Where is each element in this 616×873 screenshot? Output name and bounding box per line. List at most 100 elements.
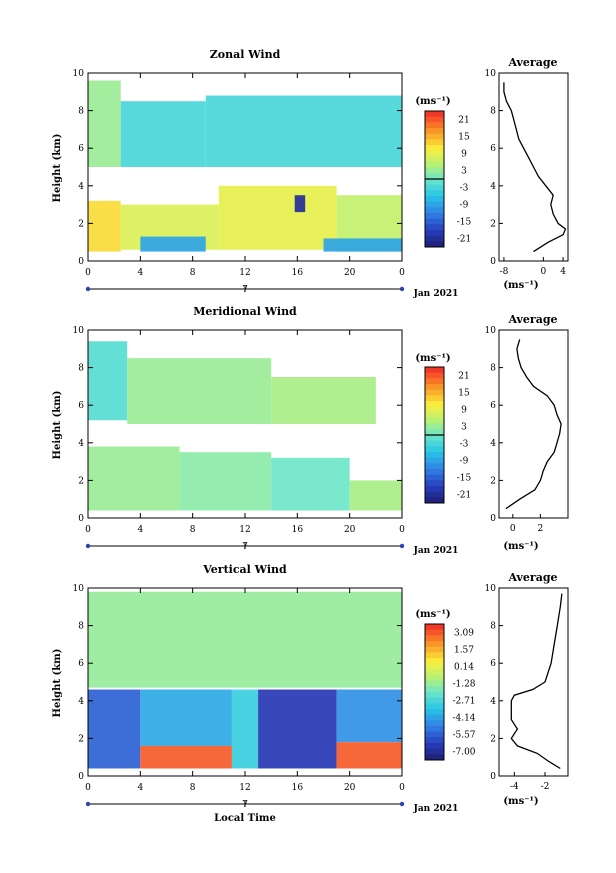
y-tick-label: 2	[78, 734, 84, 744]
vertical-wind-average-title: Average	[507, 571, 557, 584]
colorbar-cell	[425, 446, 444, 453]
meridional-wind-average-profile: 0 2 4 6 8 10 0 2	[485, 326, 569, 534]
colorbar-cell	[425, 128, 444, 135]
colorbar-tick-label: 21	[458, 116, 469, 126]
average-x-tick-label: -2	[541, 782, 550, 792]
field-region	[258, 689, 337, 769]
x-tick-label: 16	[292, 525, 304, 535]
y-tick-label: 8	[78, 107, 84, 117]
colorbar-cell	[425, 116, 444, 123]
x-tick-label: 12	[239, 525, 250, 535]
average-x-tick-label: 0	[510, 524, 516, 534]
vertical-wind-field	[88, 591, 402, 769]
colorbar-cell	[425, 196, 444, 203]
colorbar-cell	[425, 235, 444, 242]
y-tick-label: 2	[78, 476, 84, 486]
vertical-wind-date: Jan 2021	[413, 804, 459, 814]
colorbar-tick-label: -9	[460, 457, 469, 467]
date-axis-end-marker	[399, 543, 405, 549]
vertical-wind-xlabel: Local Time	[214, 813, 276, 824]
colorbar-cell	[425, 133, 444, 140]
y-tick-label: 8	[78, 364, 84, 374]
date-tick-label: 7	[242, 285, 248, 295]
average-y-tick-label: 6	[490, 144, 496, 154]
average-y-tick-label: 10	[485, 69, 497, 79]
average-y-tick-label: 8	[490, 622, 496, 632]
average-y-tick-label: 2	[490, 734, 496, 744]
colorbar-cell	[425, 652, 444, 659]
colorbar-cell	[425, 646, 444, 653]
colorbar-cell	[425, 737, 444, 744]
colorbar-cell	[425, 754, 444, 761]
colorbar-cell	[425, 435, 444, 442]
colorbar-cell	[425, 663, 444, 670]
average-y-tick-label: 6	[490, 401, 496, 411]
colorbar-cell	[425, 389, 444, 396]
colorbar-cell	[425, 156, 444, 163]
meridional-wind-date: Jan 2021	[413, 546, 459, 556]
zonal-wind-title: Zonal Wind	[210, 48, 281, 61]
colorbar-tick-label: 21	[458, 372, 469, 382]
meridional-wind-average-title: Average	[507, 313, 557, 326]
colorbar-cell	[425, 412, 444, 419]
colorbar-tick-label: -1.28	[452, 680, 475, 690]
average-frame	[498, 587, 569, 777]
colorbar-cell	[425, 139, 444, 146]
field-region	[336, 689, 402, 743]
colorbar-cell	[425, 658, 444, 665]
y-tick-label: 0	[78, 772, 84, 782]
colorbar-tick-label: -21	[457, 235, 472, 245]
vertical-wind-average-xlabel: (ms⁻¹)	[503, 796, 538, 807]
colorbar-cell	[425, 635, 444, 642]
colorbar-cell	[425, 675, 444, 682]
average-y-tick-label: 4	[490, 697, 496, 707]
colorbar-cell	[425, 457, 444, 464]
colorbar-tick-label: -9	[460, 201, 469, 211]
colorbar-tick-label: -2.71	[452, 697, 475, 707]
average-profile-line	[510, 593, 563, 770]
x-tick-label: 0	[399, 268, 405, 278]
field-region	[271, 457, 350, 511]
field-region	[271, 377, 376, 424]
meridional-wind-average-xlabel: (ms⁻¹)	[503, 541, 538, 552]
field-region	[88, 591, 402, 688]
date-tick-label: 7	[242, 800, 248, 810]
x-tick-label: 16	[292, 783, 304, 793]
y-tick-label: 6	[78, 144, 84, 154]
colorbar-cell	[425, 224, 444, 231]
field-region	[323, 238, 402, 252]
zonal-wind-colorbar-unit: (ms⁻¹)	[415, 96, 450, 107]
y-tick-label: 6	[78, 659, 84, 669]
colorbar-cell	[425, 486, 444, 493]
colorbar-cell	[425, 201, 444, 208]
zonal-wind-average-profile: 0 2 4 6 8 10 -8 0 4	[485, 69, 569, 277]
field-region	[140, 745, 232, 769]
y-tick-label: 4	[78, 439, 84, 449]
colorbar-cell	[425, 680, 444, 687]
colorbar-cell	[425, 474, 444, 481]
y-tick-label: 2	[78, 219, 84, 229]
colorbar-cell	[425, 241, 444, 248]
x-tick-label: 4	[137, 783, 143, 793]
colorbar-cell	[425, 401, 444, 408]
colorbar-cell	[425, 145, 444, 152]
average-y-tick-label: 6	[490, 659, 496, 669]
meridional-wind-colorbar-unit: (ms⁻¹)	[415, 353, 450, 364]
colorbar-cell	[425, 709, 444, 716]
colorbar-tick-label: 15	[458, 389, 470, 399]
average-y-tick-label: 2	[490, 476, 496, 486]
y-tick-label: 6	[78, 401, 84, 411]
colorbar-cell	[425, 629, 444, 636]
field-region	[218, 185, 337, 250]
colorbar-cell	[425, 162, 444, 169]
x-tick-label: 0	[399, 783, 405, 793]
y-tick-label: 0	[78, 514, 84, 524]
colorbar-cell	[425, 184, 444, 191]
colorbar-cell	[425, 452, 444, 459]
average-y-tick-label: 8	[490, 107, 496, 117]
average-y-tick-label: 0	[490, 772, 496, 782]
